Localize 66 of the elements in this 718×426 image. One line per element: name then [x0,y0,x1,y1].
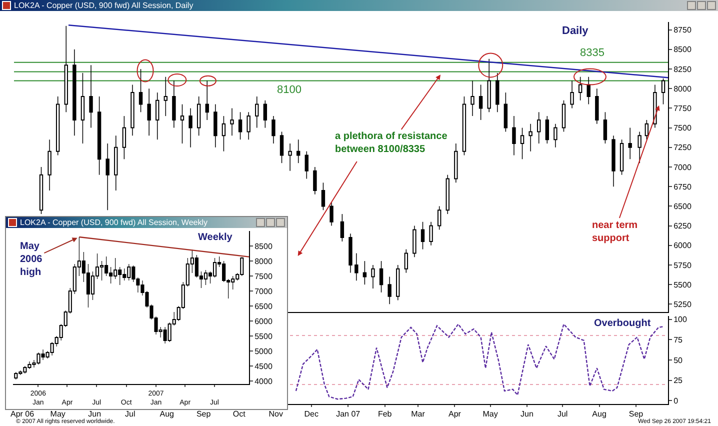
chart-title: LOK2A - Copper (USD, 900 fwd) All Session, Daily [0,0,718,11]
x-tick-label: Jun [520,410,534,419]
x-tick-label: Aug [592,410,606,419]
x-tick-label: May [482,410,498,419]
x-tick-label: Oct [232,410,246,419]
y-tick-label: 7500 [254,272,273,281]
x-tick-label: Dec [304,410,318,419]
x-tick-label: Mar [411,410,426,419]
y-tick-label: 5500 [254,332,273,341]
y-tick-label: 75 [674,335,684,344]
y-tick-label: 5000 [254,346,273,356]
y-tick-label: 100 [674,315,688,324]
x-tick-label: Aug [160,410,174,419]
x-tick-label: Apr 06 [10,410,35,419]
y-tick-label: 7750 [674,104,692,114]
y-tick-label: 8500 [254,242,273,251]
candlestick [106,143,110,210]
candlestick [230,108,234,136]
y-tick-label: 6000 [254,316,273,326]
y-tick-label: 7250 [674,143,692,152]
annotation: Overbought [594,318,652,329]
y-tick-label: 5250 [674,300,692,309]
candlestick [89,65,93,128]
ref-line-label: 8335 [580,47,604,59]
x-tick-label: Sep [196,410,212,419]
y-tick-label: 8000 [254,256,273,266]
annotation: Weekly [198,232,233,243]
x-tick-label: Jun [88,410,102,419]
x-tick-label: May [50,410,66,419]
y-tick-label: 6500 [674,202,692,211]
y-tick-label: 7500 [674,124,692,133]
candlestick [288,143,292,171]
y-tick-label: 6750 [674,182,692,192]
y-tick-label: 8500 [674,45,692,54]
y-tick-label: 8000 [674,84,692,94]
annotation: near term support [592,220,638,244]
y-tick-label: 8250 [674,64,692,74]
x-tick-label: Sep [628,410,644,419]
x-tick-label: Jul [124,410,136,419]
x-tick-label: Jul [557,410,568,419]
annotation: Daily [562,25,590,37]
y-tick-label: 5750 [674,260,692,270]
y-tick-label: 4000 [254,376,273,386]
y-tick-label: 6250 [674,222,692,231]
y-tick-label: 6000 [674,241,692,250]
ref-line-label: 8100 [277,84,302,96]
x-tick-label: Feb [378,410,392,419]
x-tick-label: Apr [448,410,462,419]
y-tick-label: 4500 [254,362,273,371]
y-tick-label: 5500 [674,280,692,290]
x-tick-label: Nov [268,410,283,419]
y-tick-label: 50 [674,356,684,365]
candlestick [470,80,474,116]
candlestick [528,124,532,152]
chart-title: LOK2A - Copper (USD, 900 fwd) All Session, Weekly [6,217,287,228]
y-tick-label: 25 [674,376,684,386]
x-tick-label: Jan 07 [336,410,361,419]
y-tick-label: 7000 [674,162,692,172]
y-tick-label: 8750 [674,26,692,35]
y-tick-label: 6500 [254,302,273,311]
candlestick [628,128,632,160]
annotation: May 2006 high [20,241,43,278]
annotation: a plethora of resistance between 8100/8335 [335,131,448,155]
candlestick [205,80,209,120]
y-tick-label: 0 [674,396,679,406]
y-tick-label: 7000 [254,286,273,296]
